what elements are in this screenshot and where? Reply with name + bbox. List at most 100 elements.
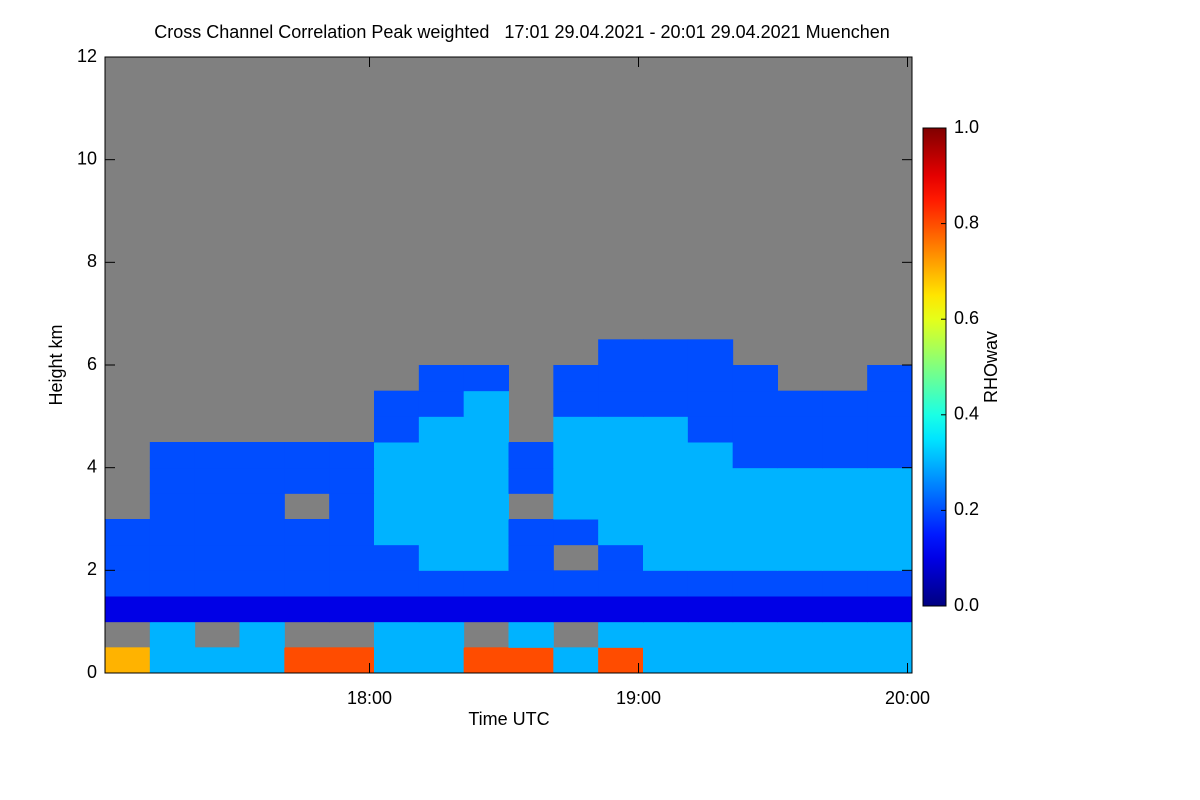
heatmap-cell — [598, 493, 644, 520]
heatmap-cell — [418, 442, 465, 469]
heatmap-cell — [867, 544, 913, 571]
heatmap-cell — [553, 390, 599, 417]
heatmap-cell — [867, 493, 913, 520]
heatmap-cell — [149, 467, 196, 494]
x-tick-label: 19:00 — [616, 688, 661, 708]
y-tick-label: 4 — [87, 456, 97, 476]
heatmap-cell — [687, 596, 734, 623]
heatmap-cell — [374, 621, 420, 648]
heatmap-cell — [239, 596, 285, 623]
heatmap-cell — [374, 519, 420, 546]
heatmap-cell — [598, 647, 644, 674]
heatmap-cell — [418, 621, 465, 648]
heatmap-cell — [598, 442, 644, 469]
heatmap-cell — [553, 493, 599, 520]
heatmap-cell — [418, 647, 465, 674]
heatmap-cell — [239, 544, 285, 571]
heatmap-cell — [553, 365, 599, 392]
y-tick-label: 10 — [77, 148, 97, 168]
y-axis-label: Height km — [46, 324, 66, 405]
heatmap-cell — [732, 544, 778, 571]
heatmap-cell — [329, 544, 375, 571]
y-tick-label: 2 — [87, 559, 97, 579]
heatmap-cell — [687, 365, 734, 392]
heatmap-cell — [598, 596, 644, 623]
heatmap-cell — [149, 544, 196, 571]
y-tick-label: 6 — [87, 354, 97, 374]
heatmap-cell — [643, 544, 689, 571]
heatmap-cell — [149, 442, 196, 469]
heatmap-cell — [598, 621, 644, 648]
heatmap-cell — [194, 596, 240, 623]
heatmap-cell — [105, 570, 151, 597]
heatmap-cell — [149, 570, 196, 597]
heatmap-cell — [643, 596, 689, 623]
heatmap-cell — [149, 493, 196, 520]
heatmap-cell — [687, 390, 734, 417]
heatmap-cell — [687, 467, 734, 494]
heatmap-cell — [374, 390, 420, 417]
heatmap-cell — [598, 390, 644, 417]
heatmap-cell — [643, 339, 689, 366]
heatmap-cell — [822, 442, 868, 469]
heatmap-cell — [239, 467, 285, 494]
chart-title: Cross Channel Correlation Peak weighted … — [154, 22, 890, 42]
heatmap-cell — [329, 596, 375, 623]
heatmap-cell — [239, 519, 285, 546]
heatmap-cell — [463, 467, 509, 494]
x-axis-label: Time UTC — [468, 709, 549, 729]
heatmap-cell — [777, 596, 823, 623]
heatmap-cell — [687, 339, 734, 366]
heatmap-cell — [553, 647, 599, 674]
heatmap-cell — [822, 570, 868, 597]
colorbar-tick-label: 0.8 — [954, 212, 979, 232]
heatmap-cell — [463, 365, 509, 392]
heatmap-cell — [687, 416, 734, 443]
heatmap-cell — [732, 621, 778, 648]
heatmap-cell — [149, 519, 196, 546]
heatmap-cell — [553, 596, 599, 623]
heatmap-cell — [598, 467, 644, 494]
heatmap-cell — [418, 519, 465, 546]
heatmap-cell — [463, 442, 509, 469]
heatmap-cell — [867, 621, 913, 648]
heatmap-cell — [867, 647, 913, 674]
heatmap-cell — [687, 647, 734, 674]
heatmap-cell — [284, 647, 330, 674]
heatmap-cell — [598, 416, 644, 443]
heatmap-cell — [194, 647, 240, 674]
heatmap-cell — [329, 493, 375, 520]
heatmap-cell — [732, 570, 778, 597]
heatmap-cell — [194, 442, 240, 469]
heatmap-cell — [284, 519, 330, 546]
heatmap-cell — [687, 442, 734, 469]
heatmap-cell — [463, 647, 509, 674]
heatmap-cell — [777, 519, 823, 546]
heatmap-cell — [508, 596, 554, 623]
heatmap-cell — [643, 365, 689, 392]
heatmap-cell — [508, 442, 554, 469]
heatmap-cell — [105, 519, 151, 546]
heatmap-cell — [194, 467, 240, 494]
heatmap-cell — [687, 519, 734, 546]
heatmap-cell — [463, 493, 509, 520]
heatmap-cell — [284, 570, 330, 597]
heatmap-cell — [553, 570, 599, 597]
heatmap-cell — [822, 390, 868, 417]
heatmap-cell — [284, 467, 330, 494]
heatmap-cell — [643, 390, 689, 417]
heatmap-cell — [732, 519, 778, 546]
heatmap-cell — [687, 493, 734, 520]
heatmap-cell — [105, 647, 151, 674]
heatmap-cell — [418, 416, 465, 443]
heatmap-cell — [239, 647, 285, 674]
colorbar-tick-label: 1.0 — [954, 117, 979, 137]
heatmap-cell — [329, 647, 375, 674]
heatmap-cell — [867, 596, 913, 623]
heatmap-cell — [284, 442, 330, 469]
heatmap-cell — [463, 570, 509, 597]
heatmap-cell — [598, 365, 644, 392]
colorbar-tick-label: 0.4 — [954, 404, 979, 424]
heatmap-cell — [418, 570, 465, 597]
x-tick-label: 20:00 — [885, 688, 930, 708]
